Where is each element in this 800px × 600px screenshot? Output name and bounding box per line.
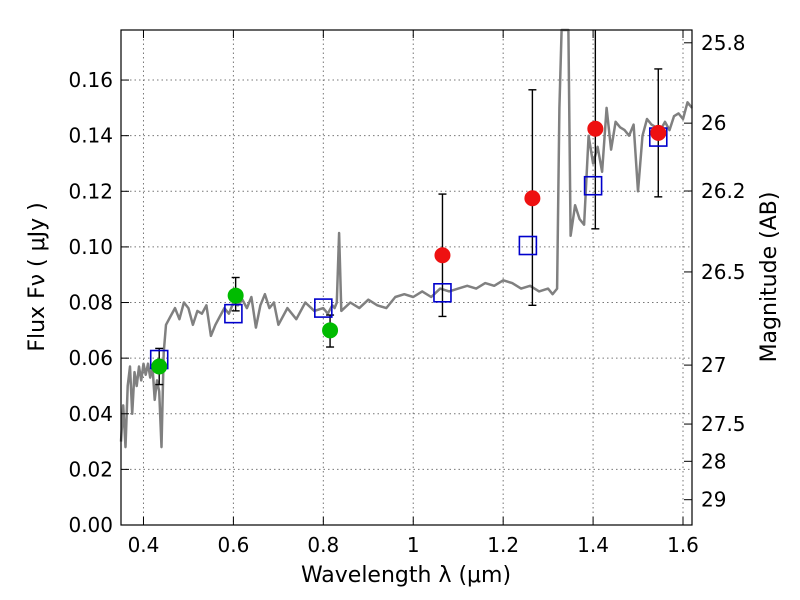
model-square-marker: [433, 282, 452, 303]
marker-layer: [149, 120, 668, 375]
model-square-marker: [518, 235, 538, 256]
x-axis-label: Wavelength λ (μm): [301, 563, 511, 588]
x-tick-label: 0.6: [217, 533, 249, 557]
x-tick-label: 1: [407, 533, 420, 557]
x-tick-label: 1.2: [487, 533, 519, 557]
x-tick-label: 0.8: [307, 533, 339, 557]
y-tick-label: 0.06: [68, 346, 113, 370]
y-axis-label: Flux Fν ( μJy ): [25, 202, 50, 351]
mag-tick-label: 27.5: [701, 412, 746, 436]
y-tick-label: 0.00: [68, 513, 113, 537]
mag-tick-label: 28: [701, 449, 726, 473]
plot-frame: [120, 29, 693, 526]
green-data-point: [151, 358, 168, 375]
y-tick-label: 0.02: [68, 457, 113, 481]
y-tick-label: 0.12: [68, 179, 113, 203]
mag-tick-label: 26.2: [701, 179, 746, 203]
mag-tick-label: 26: [701, 111, 726, 135]
red-data-point: [434, 247, 451, 264]
y-tick-label: 0.08: [68, 291, 113, 315]
x-tick-label: 1.6: [667, 533, 699, 557]
model-spectrum-layer: [119, 28, 693, 449]
mag-tick-label: 29: [701, 488, 726, 512]
tick-layer: 0.4 0.6 0.8 1 1.2 1.4 1.6 0.00 0.02 0.04 0.06 0.08 0…: [68, 30, 746, 557]
red-data-point: [650, 124, 667, 141]
y-tick-label: 0.10: [68, 235, 113, 259]
red-data-point: [524, 190, 541, 207]
model-square-marker: [583, 175, 603, 196]
red-data-point: [587, 120, 604, 137]
green-data-point: [322, 322, 339, 339]
x-tick-label: 1.4: [577, 533, 609, 557]
mag-tick-label: 26.5: [701, 260, 746, 284]
grid-layer: [121, 30, 692, 526]
mag-tick-label: 27: [701, 353, 726, 377]
y-tick-label: 0.04: [68, 402, 113, 426]
model-spectrum-line: [119, 28, 693, 449]
y-tick-label: 0.16: [68, 68, 113, 92]
y-axis-right-label: Magnitude (AB): [757, 192, 782, 363]
mag-tick-label: 25.8: [701, 31, 746, 55]
model-square-marker: [314, 298, 333, 318]
green-data-point: [227, 287, 244, 304]
x-tick-label: 0.4: [128, 533, 160, 557]
y-tick-label: 0.14: [68, 124, 113, 148]
model-square-marker: [224, 303, 243, 324]
